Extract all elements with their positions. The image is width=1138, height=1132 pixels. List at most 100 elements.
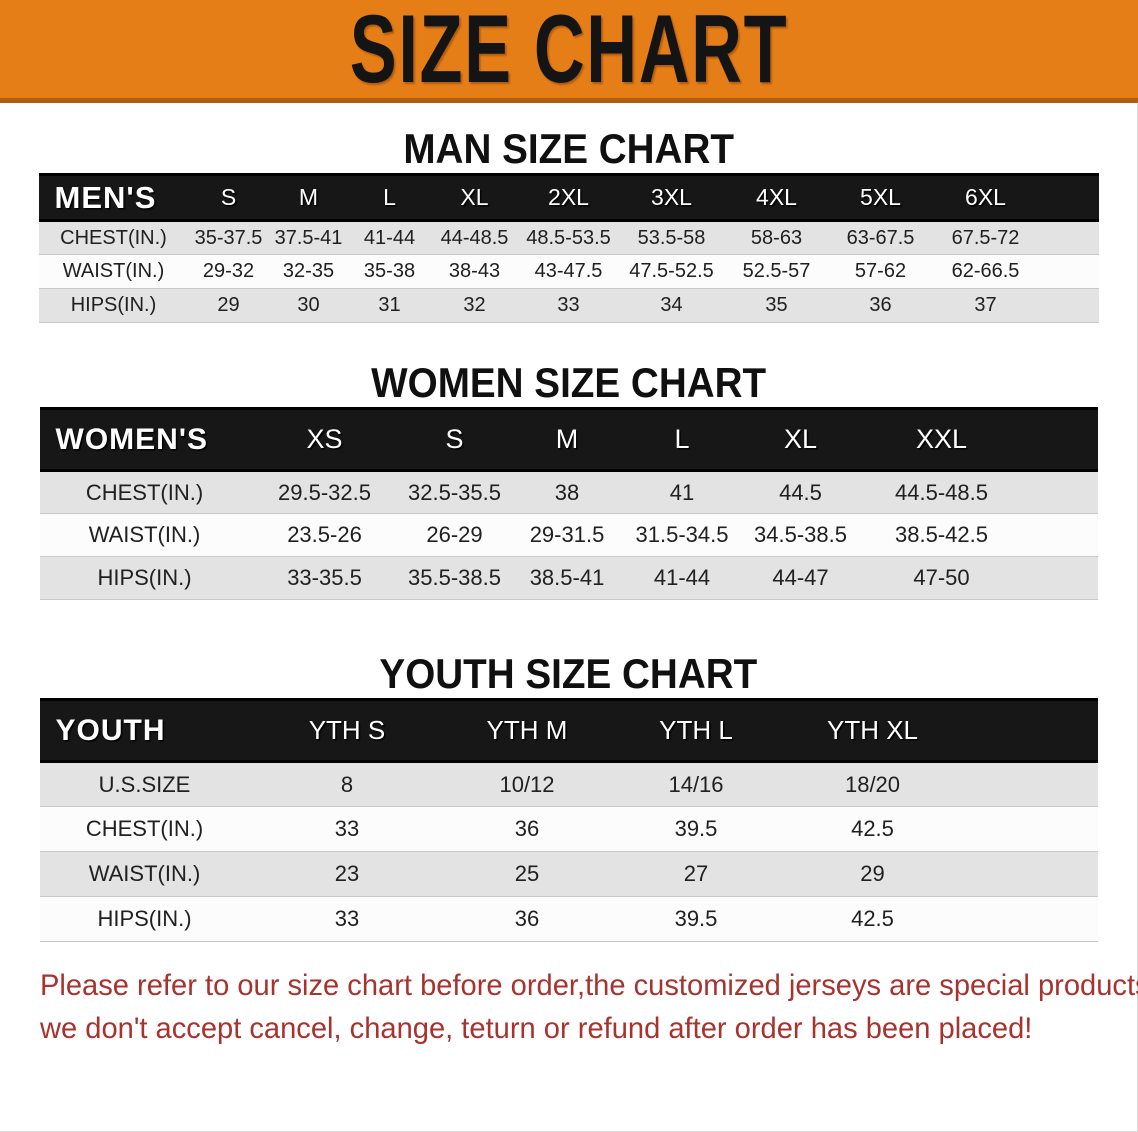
size-column-header: XL (430, 173, 519, 222)
size-value: 23.5-26 (287, 522, 362, 547)
disclaimer-line-2: we don't accept cancel, change, teturn o… (40, 1012, 1033, 1045)
row-filler-cell (1039, 255, 1099, 289)
size-value: 36 (514, 816, 540, 841)
row-filler-cell (1039, 221, 1099, 255)
row-filler-cell (963, 852, 1098, 897)
size-value: 67.5-72 (951, 226, 1020, 249)
size-value: 10/12 (499, 771, 555, 797)
size-value: 57-62 (854, 260, 907, 282)
size-value: 41 (669, 479, 695, 505)
size-column-header: L (624, 407, 740, 472)
size-value: 62-66.5 (951, 260, 1020, 282)
size-value: 44.5 (779, 479, 822, 505)
size-column-header: YTH XL (782, 698, 963, 763)
size-chart-banner: SIZE CHART (0, 0, 1138, 103)
size-value: 42.5 (851, 906, 894, 931)
size-value: 35-37.5 (194, 226, 263, 249)
size-column-header: M (509, 407, 625, 472)
row-filler-cell (1022, 471, 1098, 514)
size-value: 38.5-42.5 (895, 522, 988, 547)
disclaimer-line-1: Please refer to our size chart before or… (40, 969, 1138, 1002)
row-filler-cell (1022, 514, 1098, 557)
size-value: 29-31.5 (529, 522, 605, 547)
size-value: 47.5-52.5 (629, 260, 714, 282)
disclaimer: Please refer to our size chart before or… (40, 964, 1138, 1050)
size-value: 14/16 (668, 771, 724, 797)
youth-section-heading: YOUTH SIZE CHART (379, 650, 758, 697)
table-row: U.S.SIZE 8 10/12 14/16 18/20 (39, 761, 1098, 807)
size-column-header: S (399, 407, 510, 472)
size-value: 25 (514, 861, 540, 886)
size-value: 39.5 (674, 816, 718, 841)
size-value: 8 (340, 771, 354, 797)
women-section: WOMEN SIZE CHART WOMEN'S XS S M L XL XXL CHEST(… (0, 359, 1137, 600)
size-value: 38.5-41 (529, 565, 605, 590)
size-value: 32-35 (282, 260, 335, 282)
size-value: 34 (660, 294, 683, 316)
table-row: WAIST(IN.) 29-32 32-35 35-38 38-43 43-47.5 47.… (38, 254, 1099, 289)
size-column-header: 6XL (932, 173, 1039, 222)
row-filler-cell (963, 762, 1098, 807)
youth-size-table: YOUTH YTH S YTH M YTH L YTH XL U.S.SIZE 8 10/12… (39, 698, 1098, 942)
row-label: HIPS(IN.) (70, 294, 157, 316)
size-column-header: S (188, 173, 269, 222)
size-column-header: 3XL (618, 173, 725, 222)
size-column-header: YTH M (444, 698, 610, 763)
table-row: WAIST(IN.) 23.5-26 26-29 29-31.5 31.5-34.5 34… (39, 513, 1098, 557)
table-row: CHEST(IN.) 29.5-32.5 32.5-35.5 38 41 44.5 44.5… (39, 470, 1098, 514)
row-label: WAIST(IN.) (88, 522, 201, 547)
table-row: CHEST(IN.) 33 36 39.5 42.5 (39, 806, 1098, 852)
size-column-header: XL (739, 407, 862, 472)
size-value: 44.5-48.5 (895, 479, 988, 505)
size-column-header: YTH S (249, 698, 445, 763)
size-value: 41-44 (653, 565, 711, 590)
size-value: 58-63 (750, 226, 803, 249)
row-label: CHEST(IN.) (60, 226, 167, 249)
size-value: 18/20 (844, 771, 901, 797)
women-size-table: WOMEN'S XS S M L XL XXL CHEST(IN.) 29.5-32.5 32.5… (39, 407, 1098, 600)
table-corner-label: WOMEN'S (39, 407, 250, 472)
size-value: 42.5 (851, 816, 894, 841)
size-column-header: 2XL (518, 173, 619, 222)
header-filler-cell (1021, 407, 1098, 472)
size-value: 44-47 (772, 565, 829, 590)
row-filler-cell (1022, 557, 1098, 600)
row-label: WAIST(IN.) (62, 260, 165, 282)
size-value: 36 (514, 906, 540, 931)
size-value: 36 (869, 294, 892, 316)
row-label: CHEST(IN.) (85, 816, 204, 841)
row-label: HIPS(IN.) (97, 565, 192, 590)
size-column-header: XXL (861, 407, 1022, 472)
size-column-header: 5XL (828, 173, 933, 222)
size-value: 33-35.5 (287, 565, 362, 590)
women-heading-wrap: WOMEN SIZE CHART (0, 359, 1137, 407)
table-header-row: MEN'S S M L XL 2XL 3XL 4XL 5XL 6XL (38, 173, 1099, 222)
size-value: 29 (217, 294, 240, 316)
size-column-header: YTH L (609, 698, 783, 763)
size-value: 47-50 (913, 565, 970, 590)
size-value: 29-32 (202, 260, 255, 282)
size-value: 33 (334, 906, 360, 931)
size-value: 29 (860, 861, 885, 886)
table-row: HIPS(IN.) 29 30 31 32 33 34 35 36 37 (38, 288, 1099, 323)
size-value: 39.5 (674, 906, 718, 931)
header-filler-cell (1038, 173, 1099, 222)
size-value: 52.5-57 (742, 260, 811, 282)
size-column-header: XS (249, 407, 400, 472)
size-value: 37 (974, 294, 997, 316)
size-value: 48.5-53.5 (526, 226, 611, 249)
table-row: HIPS(IN.) 33-35.5 35.5-38.5 38.5-41 41-44 44-… (39, 556, 1098, 600)
size-value: 34.5-38.5 (754, 522, 847, 547)
size-value: 29.5-32.5 (278, 479, 371, 505)
size-value: 35 (765, 294, 788, 316)
size-value: 35.5-38.5 (408, 565, 501, 590)
men-heading-wrap: MAN SIZE CHART (0, 125, 1137, 173)
size-value: 43-47.5 (534, 260, 603, 282)
youth-heading-wrap: YOUTH SIZE CHART (0, 650, 1137, 698)
size-value: 38-43 (448, 260, 501, 282)
table-corner-label: MEN'S (38, 173, 189, 222)
size-value: 31 (378, 294, 401, 316)
size-value: 37.5-41 (274, 226, 343, 249)
size-value: 32.5-35.5 (408, 479, 501, 505)
